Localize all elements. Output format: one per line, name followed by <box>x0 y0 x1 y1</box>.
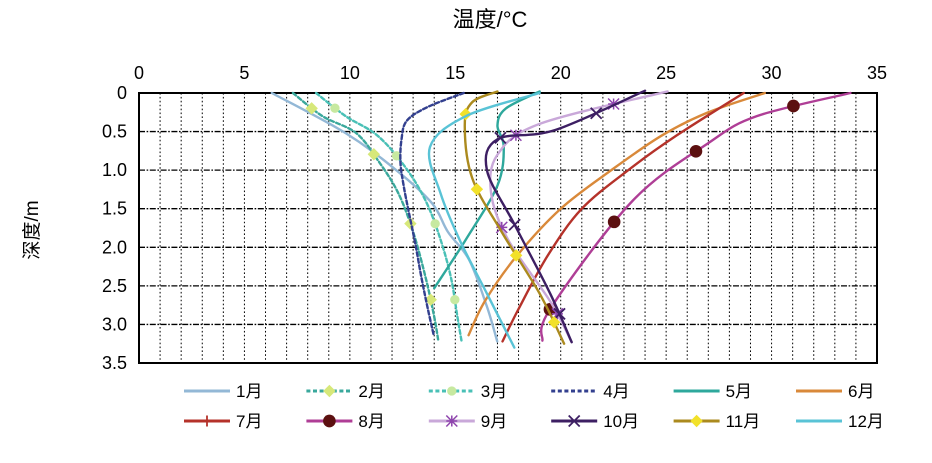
svg-text:11月: 11月 <box>726 412 761 431</box>
svg-text:10月: 10月 <box>603 412 639 431</box>
svg-text:3月: 3月 <box>481 382 507 401</box>
svg-text:温度/°C: 温度/°C <box>453 7 528 32</box>
svg-text:0.5: 0.5 <box>102 122 127 142</box>
svg-text:35: 35 <box>867 63 887 83</box>
svg-text:12月: 12月 <box>848 412 884 431</box>
svg-text:2.0: 2.0 <box>102 237 127 257</box>
svg-text:20: 20 <box>551 63 571 83</box>
svg-text:4月: 4月 <box>603 382 629 401</box>
svg-text:1.0: 1.0 <box>102 160 127 180</box>
svg-text:0: 0 <box>134 63 144 83</box>
svg-text:深度/m: 深度/m <box>21 200 43 259</box>
svg-text:5月: 5月 <box>726 382 752 401</box>
svg-text:7月: 7月 <box>236 412 262 431</box>
svg-text:8月: 8月 <box>358 412 384 431</box>
svg-text:25: 25 <box>656 63 676 83</box>
svg-text:2.5: 2.5 <box>102 276 127 296</box>
svg-text:6月: 6月 <box>848 382 874 401</box>
svg-text:30: 30 <box>762 63 782 83</box>
svg-text:10: 10 <box>340 63 360 83</box>
svg-text:1.5: 1.5 <box>102 199 127 219</box>
svg-text:0: 0 <box>117 83 127 103</box>
svg-text:9月: 9月 <box>481 412 507 431</box>
svg-text:15: 15 <box>445 63 465 83</box>
svg-text:3.0: 3.0 <box>102 314 127 334</box>
svg-text:2月: 2月 <box>358 382 384 401</box>
svg-text:1月: 1月 <box>236 382 262 401</box>
svg-text:3.5: 3.5 <box>102 353 127 373</box>
svg-text:5: 5 <box>239 63 249 83</box>
